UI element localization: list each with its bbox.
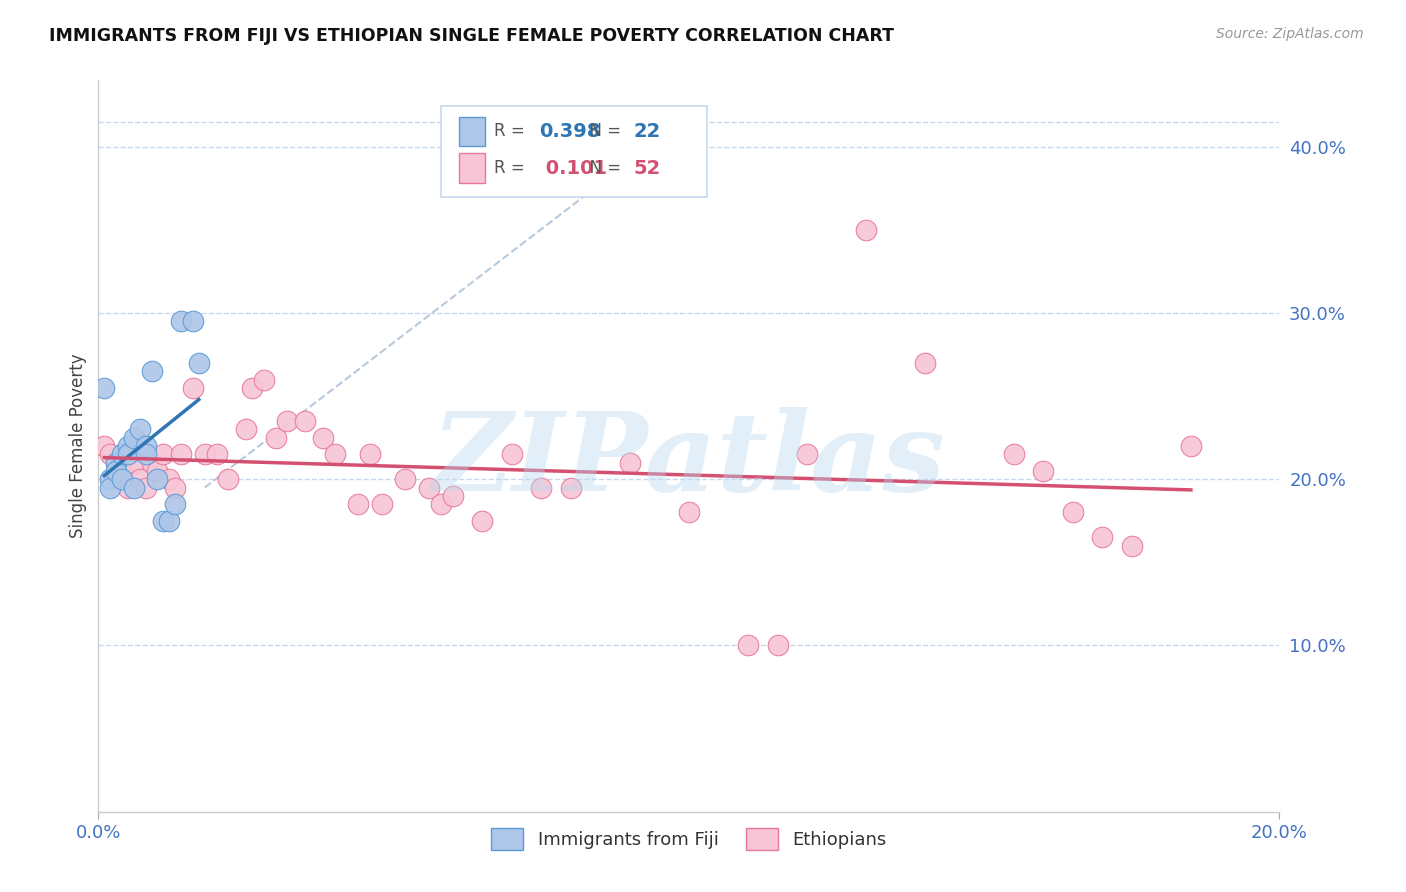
Point: [619, 456, 641, 470]
Point: [146, 472, 169, 486]
Point: [1002, 447, 1025, 461]
Point: [181, 381, 204, 395]
Point: [253, 372, 276, 386]
Text: N =: N =: [579, 159, 627, 177]
Point: [117, 447, 139, 461]
Text: 0.398: 0.398: [538, 122, 600, 141]
Y-axis label: Single Female Poverty: Single Female Poverty: [69, 354, 87, 538]
Point: [98, 447, 121, 461]
Point: [105, 456, 128, 470]
Point: [347, 497, 370, 511]
Point: [1121, 539, 1143, 553]
Point: [294, 414, 316, 428]
Point: [678, 506, 700, 520]
Point: [98, 481, 121, 495]
Point: [312, 431, 335, 445]
Point: [1091, 530, 1114, 544]
Text: ZIPatlas: ZIPatlas: [432, 407, 946, 515]
Point: [157, 514, 180, 528]
Point: [157, 472, 180, 486]
Point: [170, 314, 193, 328]
Point: [111, 472, 134, 486]
Point: [117, 447, 139, 461]
Point: [165, 481, 187, 495]
Point: [766, 639, 789, 653]
Point: [235, 422, 257, 436]
Point: [128, 472, 150, 486]
Point: [111, 447, 134, 461]
Point: [430, 497, 453, 511]
Point: [187, 356, 209, 370]
Text: 0.101: 0.101: [538, 159, 607, 178]
Point: [855, 223, 877, 237]
Legend: Immigrants from Fiji, Ethiopians: Immigrants from Fiji, Ethiopians: [484, 821, 894, 857]
Point: [471, 514, 494, 528]
Point: [796, 447, 818, 461]
Text: 22: 22: [634, 122, 661, 141]
Point: [418, 481, 440, 495]
Point: [441, 489, 464, 503]
Point: [359, 447, 381, 461]
FancyBboxPatch shape: [441, 106, 707, 197]
Text: Source: ZipAtlas.com: Source: ZipAtlas.com: [1216, 27, 1364, 41]
Point: [1032, 464, 1054, 478]
Point: [98, 472, 121, 486]
Point: [105, 456, 128, 470]
Point: [194, 447, 217, 461]
Point: [117, 481, 139, 495]
Point: [240, 381, 263, 395]
Point: [111, 472, 134, 486]
Point: [394, 472, 416, 486]
Point: [135, 439, 157, 453]
Text: IMMIGRANTS FROM FIJI VS ETHIOPIAN SINGLE FEMALE POVERTY CORRELATION CHART: IMMIGRANTS FROM FIJI VS ETHIOPIAN SINGLE…: [49, 27, 894, 45]
Point: [217, 472, 239, 486]
Point: [146, 464, 169, 478]
Point: [264, 431, 287, 445]
Point: [170, 447, 193, 461]
Point: [122, 481, 145, 495]
Point: [501, 447, 523, 461]
Point: [135, 447, 157, 461]
Point: [914, 356, 936, 370]
FancyBboxPatch shape: [458, 117, 485, 146]
Point: [93, 439, 115, 453]
Point: [105, 464, 128, 478]
Point: [276, 414, 298, 428]
Point: [205, 447, 228, 461]
Point: [737, 639, 759, 653]
Point: [111, 464, 134, 478]
Point: [122, 456, 145, 470]
Point: [530, 481, 553, 495]
Point: [117, 439, 139, 453]
Point: [141, 456, 163, 470]
Point: [165, 497, 187, 511]
Point: [135, 481, 157, 495]
Point: [181, 314, 204, 328]
Point: [122, 431, 145, 445]
Point: [152, 447, 174, 461]
Point: [93, 381, 115, 395]
FancyBboxPatch shape: [458, 153, 485, 183]
Point: [1062, 506, 1084, 520]
Point: [371, 497, 394, 511]
Point: [141, 364, 163, 378]
Text: R =: R =: [494, 122, 530, 140]
Point: [323, 447, 346, 461]
Text: R =: R =: [494, 159, 530, 177]
Point: [152, 514, 174, 528]
Text: N =: N =: [579, 122, 627, 140]
Point: [560, 481, 582, 495]
Point: [1180, 439, 1202, 453]
Text: 52: 52: [634, 159, 661, 178]
Point: [128, 422, 150, 436]
